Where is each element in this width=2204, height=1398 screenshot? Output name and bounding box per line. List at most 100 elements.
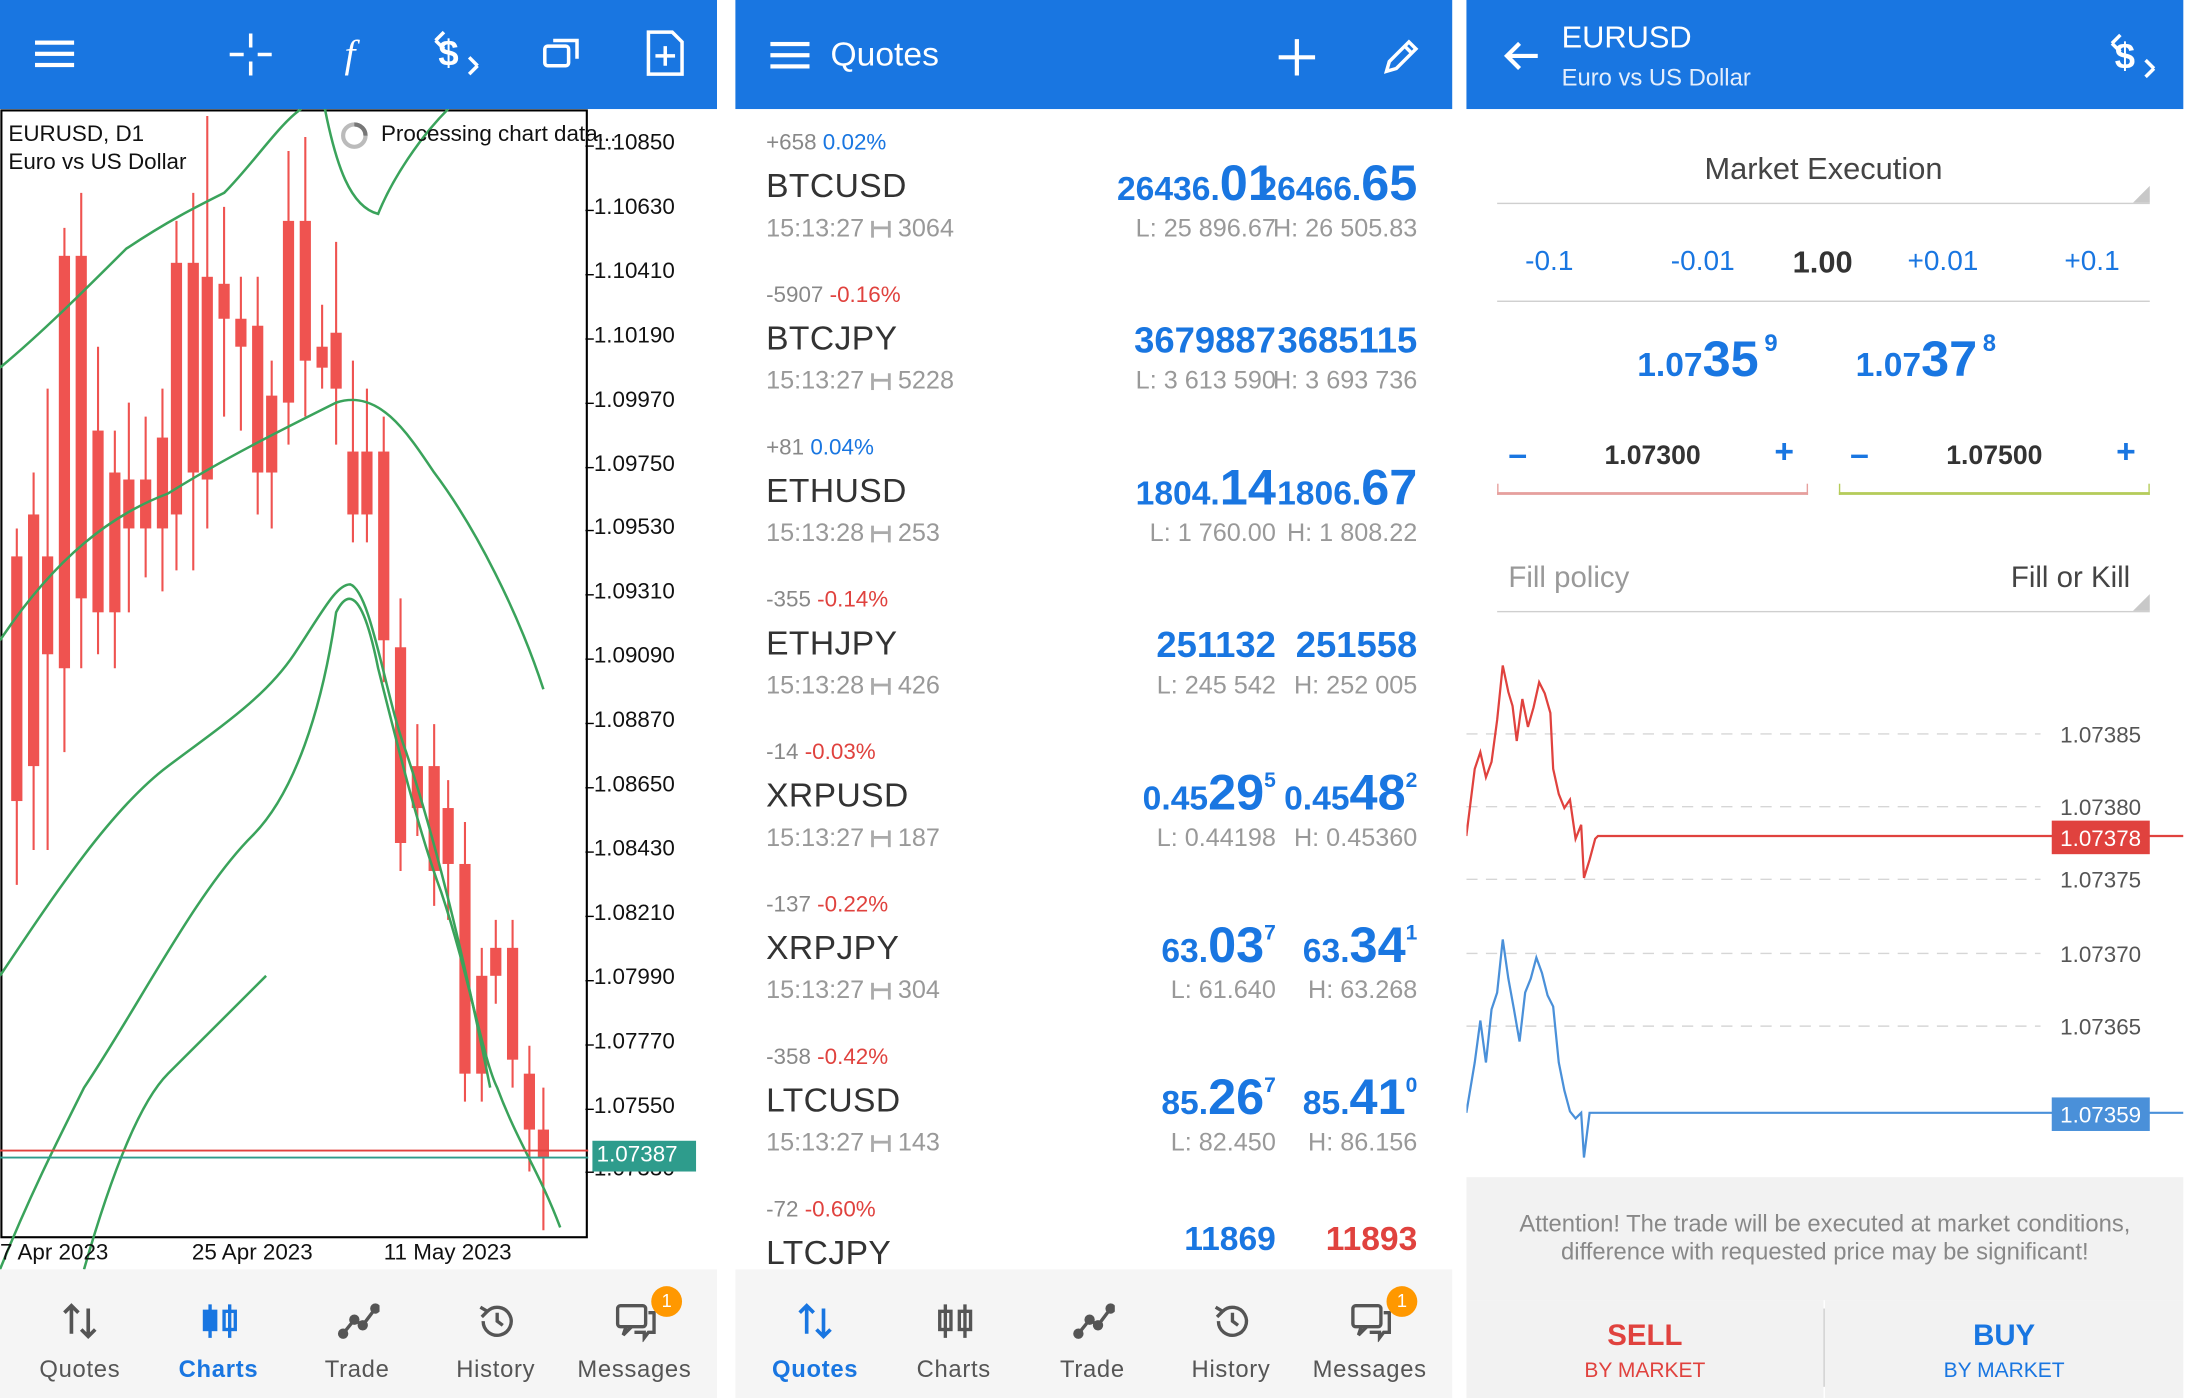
price-chart[interactable] — [0, 109, 717, 1270]
add-symbol-icon[interactable] — [1270, 31, 1323, 84]
trade-icon[interactable]: $ — [429, 25, 485, 81]
nav-charts[interactable]: Charts — [887, 1269, 1021, 1398]
quote-change: -14 -0.03% — [766, 741, 876, 766]
quote-row[interactable]: +81 0.04% ETHUSD 15:13:28 253 1804.14 1806.6… — [735, 414, 1452, 566]
time-text: 15:13:27 — [766, 213, 865, 242]
ask-price: 1.0737 8 — [1856, 330, 1996, 389]
quote-row[interactable]: -72 -0.60% LTCJPY 11869 11893 — [735, 1176, 1452, 1269]
buy-button[interactable]: BUY BY MARKET — [1824, 1300, 2184, 1398]
price-tick-label: 1.08870 — [593, 708, 675, 733]
price-tick-mark — [585, 979, 594, 981]
execution-select[interactable]: Market Execution — [1497, 140, 2150, 205]
sl-plus-button[interactable]: + — [1774, 433, 1795, 472]
bid-small: 251132 — [1156, 623, 1276, 666]
chart-toolbar: f $ — [0, 0, 718, 110]
bid-small: 11869 — [1184, 1220, 1276, 1259]
candle — [361, 388, 373, 543]
spread-icon — [871, 830, 891, 848]
quote-high: H: 3 693 736 — [1272, 366, 1418, 395]
menu-icon[interactable] — [28, 31, 81, 79]
quote-row[interactable]: -14 -0.03% XRPUSD 15:13:27 187 0.45295 0.454… — [735, 719, 1452, 871]
change-percent: -0.22% — [817, 893, 889, 918]
candle — [201, 116, 213, 529]
quote-symbol: ETHUSD — [766, 472, 907, 511]
quote-time: 15:13:27 5228 — [766, 366, 954, 395]
volume-value[interactable]: 1.00 — [1792, 244, 1853, 280]
quote-low: L: 1 760.00 — [1149, 518, 1276, 547]
nav-charts[interactable]: Charts — [151, 1269, 285, 1398]
objects-icon[interactable] — [535, 28, 588, 81]
quote-row[interactable]: -5907 -0.16% BTCJPY 15:13:27 5228 3679887 36… — [735, 261, 1452, 413]
price-level-label: 1.07365 — [2060, 1015, 2141, 1040]
volume-plus-0.1[interactable]: +0.1 — [2064, 246, 2120, 277]
trade-icon[interactable]: $ — [2105, 28, 2161, 84]
tp-plus-button[interactable]: + — [2116, 433, 2136, 472]
nav-messages[interactable]: Messages 1 — [567, 1269, 701, 1398]
nav-history[interactable]: History — [1164, 1269, 1298, 1398]
ask-big: 48 — [1349, 763, 1406, 821]
price-level-label: 1.07375 — [2060, 868, 2141, 893]
bid-tick-line — [1466, 939, 2184, 1158]
quote-ask: 3685115 — [1278, 306, 1418, 365]
edit-icon[interactable] — [1374, 31, 1427, 84]
spread-text: 253 — [897, 518, 940, 547]
tp-value[interactable]: 1.07500 — [1946, 441, 2043, 472]
change-points: +658 — [766, 131, 817, 156]
price-tick-label: 1.08650 — [593, 773, 675, 797]
candle — [11, 528, 23, 885]
price-tick-label: 1.07550 — [593, 1093, 675, 1118]
quote-ask: 1806.67 — [1277, 459, 1417, 518]
volume-minus-0.1[interactable]: -0.1 — [1525, 246, 1574, 277]
nav-trade[interactable]: Trade — [290, 1269, 424, 1398]
quote-high: H: 26 505.83 — [1272, 213, 1418, 242]
trade-panel: EURUSD Euro vs US Dollar $ Market Execut… — [1466, 0, 2184, 1398]
quote-change: -355 -0.14% — [766, 589, 888, 614]
back-arrow-icon[interactable] — [1494, 31, 1547, 81]
volume-plus-0.01[interactable]: +0.01 — [1907, 246, 1979, 277]
indicator-line — [82, 974, 267, 1270]
quote-list: +658 0.02% BTCUSD 15:13:27 3064 26436.01 264… — [735, 109, 1452, 1269]
add-chart-icon[interactable] — [639, 25, 692, 81]
spread-text: 304 — [897, 975, 940, 1004]
quote-symbol: LTCUSD — [766, 1082, 901, 1120]
notification-badge: 1 — [651, 1286, 683, 1317]
indicators-icon[interactable]: f — [331, 28, 381, 81]
nav-trade[interactable]: Trade — [1025, 1269, 1159, 1398]
tp-minus-button[interactable]: – — [1850, 436, 1869, 474]
sl-value[interactable]: 1.07300 — [1604, 441, 1701, 472]
quote-ask: 63.341 — [1303, 916, 1418, 975]
bid-big: 03 — [1208, 915, 1265, 974]
volume-minus-0.01[interactable]: -0.01 — [1670, 246, 1735, 277]
nav-messages[interactable]: Messages 1 — [1302, 1269, 1436, 1398]
quote-change: -72 -0.60% — [766, 1198, 876, 1223]
trade-icon — [1073, 1300, 1116, 1342]
menu-icon[interactable] — [766, 34, 814, 79]
quote-row[interactable]: +658 0.02% BTCUSD 15:13:27 3064 26436.01 264… — [735, 109, 1452, 261]
chart-symbol-desc: Euro vs US Dollar — [8, 150, 187, 175]
sl-minus-button[interactable]: – — [1508, 436, 1528, 474]
quote-row[interactable]: -358 -0.42% LTCUSD 15:13:27 143 85.267 85.41… — [735, 1023, 1452, 1175]
history-icon — [476, 1300, 518, 1342]
quote-row[interactable]: -355 -0.14% ETHJPY 15:13:28 426 251132 25155… — [735, 566, 1452, 718]
quote-time: 15:13:28 426 — [766, 671, 940, 700]
quote-ask: 251558 — [1296, 611, 1418, 670]
sell-button[interactable]: SELL BY MARKET — [1466, 1300, 1824, 1398]
ask-small: 1806. — [1277, 475, 1362, 514]
attention-text: Attention! The trade will be executed at… — [1519, 1210, 2131, 1266]
candle — [316, 304, 328, 389]
bid-small: 63. — [1161, 932, 1209, 971]
price-tick-label: 1.08430 — [593, 837, 675, 862]
fill-policy-select[interactable]: Fill policy Fill or Kill — [1497, 548, 2150, 613]
ask-small: 251558 — [1295, 623, 1418, 666]
price-tick-label: 1.10630 — [593, 195, 675, 220]
crosshair-icon[interactable] — [224, 28, 277, 81]
quote-row[interactable]: -137 -0.22% XRPJPY 15:13:27 304 63.037 63.34… — [735, 871, 1452, 1023]
change-points: -137 — [766, 893, 811, 918]
nav-history[interactable]: History — [429, 1269, 563, 1398]
nav-quotes[interactable]: Quotes — [748, 1269, 882, 1398]
charts-icon — [934, 1300, 976, 1342]
candle — [92, 346, 104, 655]
nav-quotes[interactable]: Quotes — [13, 1269, 147, 1398]
ask-tick-line — [1466, 665, 2184, 879]
price-tick-label: 1.09530 — [593, 516, 675, 541]
